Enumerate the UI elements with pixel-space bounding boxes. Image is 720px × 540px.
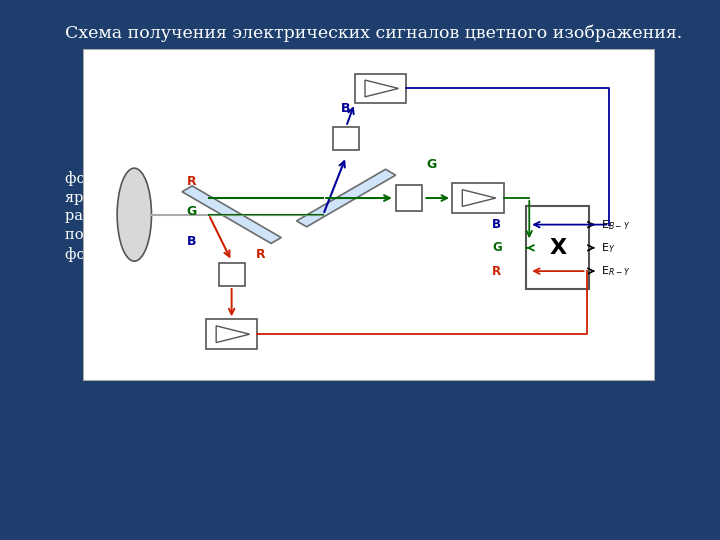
Polygon shape [182,186,282,244]
Text: EY = 0,3 ER + 0,59 EG + 0,11 EB.: EY = 0,3 ER + 0,59 EG + 0,11 EB. [219,265,501,282]
Polygon shape [462,190,496,206]
Text: B: B [492,218,501,231]
Text: формирование цветного полного телевизионного сигнала. Сигнал: формирование цветного полного телевизион… [65,171,582,186]
Text: G: G [426,158,436,172]
Text: X: X [549,238,567,258]
Text: формируется по следующей формуле:: формируется по следующей формуле: [65,247,361,262]
Text: E$_{Y}$: E$_{Y}$ [600,241,615,255]
Text: B: B [186,235,197,248]
Text: EY – яркостный сигнал. Полученные сигналы обеспечивают: EY – яркостный сигнал. Полученные сигнал… [65,152,559,167]
Bar [219,263,245,286]
Text: яркости EY является основным, который обеспечивает совмещение: яркости EY является основным, который об… [65,190,595,205]
Text: G: G [186,205,197,218]
Text: различных телевизионных систем. В телевизионном приёмнике: различных телевизионных систем. В телеви… [65,209,566,223]
Bar [333,127,359,150]
Bar [355,73,406,103]
Polygon shape [365,80,398,97]
Text: G: G [492,241,502,254]
Polygon shape [216,326,250,342]
Text: получается сигнал зелёного цвета EG, который не передаётся, а: получается сигнал зелёного цвета EG, кот… [65,228,570,242]
Text: E$_{R-Y}$: E$_{R-Y}$ [600,264,630,278]
Bar [526,206,590,289]
Bar [396,185,422,211]
Text: B: B [341,102,351,115]
Text: Схема получения электрических сигналов цветного изображения.: Схема получения электрических сигналов ц… [65,25,683,43]
Bar [206,319,257,349]
Text: R: R [492,265,501,278]
Text: R: R [186,175,197,188]
Ellipse shape [117,168,151,261]
Polygon shape [297,169,396,227]
Text: E$_{B-Y}$: E$_{B-Y}$ [600,218,630,232]
Text: R: R [256,248,265,261]
Bar [452,183,503,213]
